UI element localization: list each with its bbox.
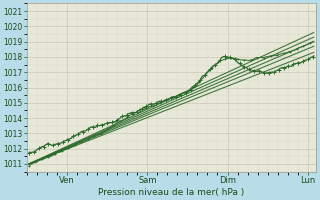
X-axis label: Pression niveau de la mer( hPa ): Pression niveau de la mer( hPa ) <box>98 188 244 197</box>
